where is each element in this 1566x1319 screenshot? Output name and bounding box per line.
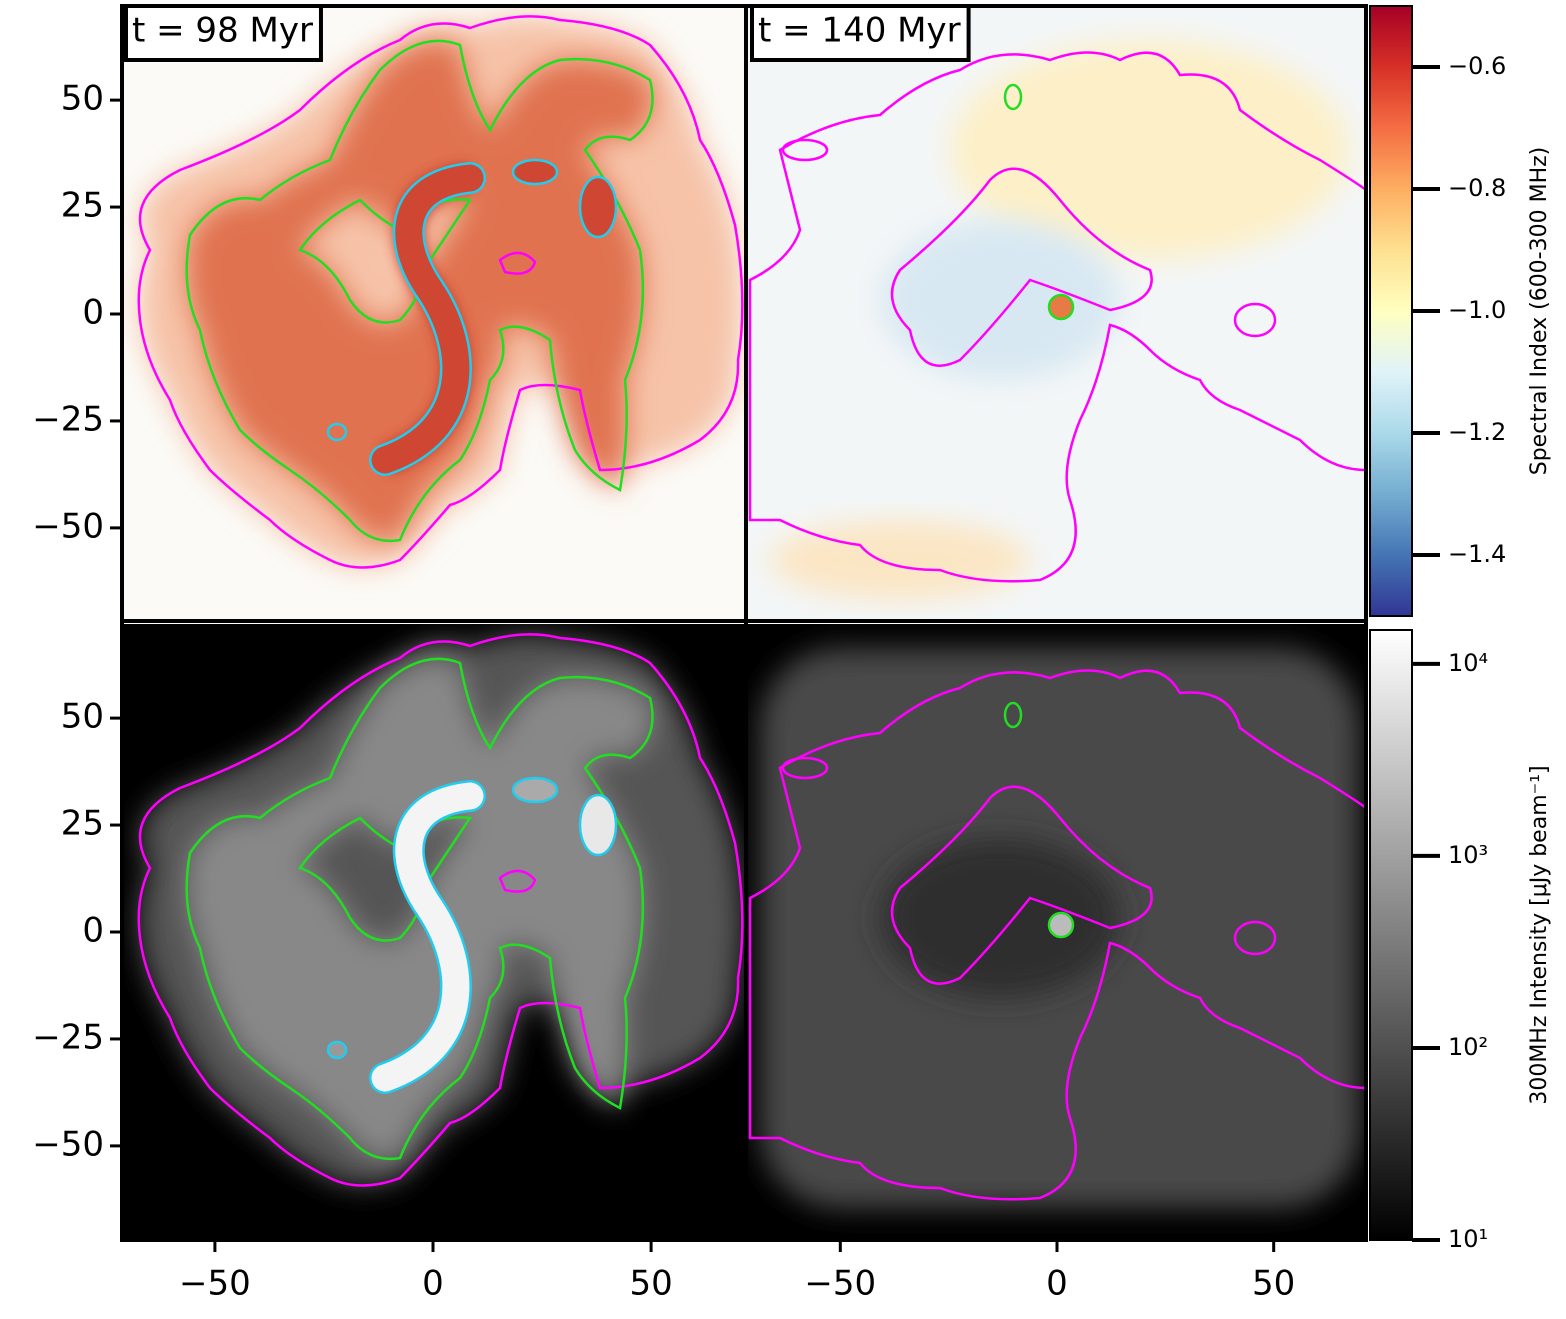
x-tick-label: 0 — [422, 1264, 444, 1304]
x-tick-label: −50 — [179, 1264, 251, 1304]
colorbar-tick-label: −1.2 — [1448, 418, 1506, 446]
colorbar-tick-label: 10¹ — [1448, 1225, 1488, 1253]
colorbar-tick-label: −1.0 — [1448, 296, 1506, 324]
colorbar — [1369, 5, 1413, 617]
colorbar-tick-label: −1.4 — [1448, 540, 1506, 568]
y-tick-label: 0 — [82, 293, 104, 333]
y-tick-label: −50 — [32, 1124, 104, 1164]
y-tick-label: −25 — [32, 1017, 104, 1057]
y-tick-label: 25 — [61, 186, 104, 226]
map-panel — [122, 6, 744, 622]
colorbar-label: 300MHz Intensity [μJy beam⁻¹] — [1527, 765, 1552, 1104]
colorbar — [1369, 629, 1413, 1241]
panel-label-box — [124, 4, 323, 62]
x-tick-label: −50 — [804, 1264, 876, 1304]
y-tick-label: 0 — [82, 911, 104, 951]
colorbar-tick-label: −0.6 — [1448, 52, 1506, 80]
y-tick-label: −50 — [32, 506, 104, 546]
map-panel — [122, 624, 744, 1240]
panel-label-box — [750, 4, 971, 62]
colorbar-tick-label: −0.8 — [1448, 174, 1506, 202]
colorbar-tick-label: 10⁴ — [1448, 649, 1488, 677]
y-tick-label: 50 — [61, 697, 104, 737]
x-tick-label: 0 — [1046, 1264, 1068, 1304]
map-panel — [748, 6, 1366, 622]
map-panel — [748, 624, 1366, 1240]
colorbar-tick-label: 10² — [1448, 1033, 1488, 1061]
frames — [120, 4, 1368, 1242]
colorbar-label: Spectral Index (600-300 MHz) — [1527, 147, 1552, 476]
colorbar-tick-label: 10³ — [1448, 841, 1488, 869]
panel-label: t = 98 Myr — [132, 11, 313, 51]
x-tick-label: 50 — [629, 1264, 672, 1304]
panel-label: t = 140 Myr — [758, 11, 961, 51]
y-tick-label: 50 — [61, 79, 104, 119]
y-tick-label: −25 — [32, 399, 104, 439]
y-tick-label: 25 — [61, 804, 104, 844]
x-tick-label: 50 — [1252, 1264, 1295, 1304]
